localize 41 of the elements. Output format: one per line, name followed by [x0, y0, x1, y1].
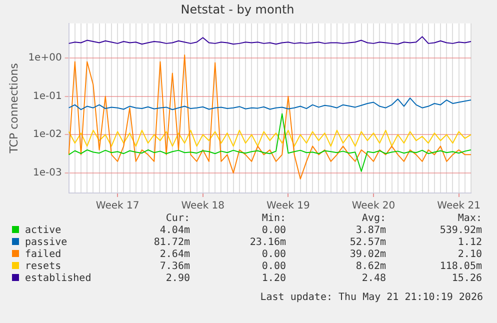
legend-label: passive — [24, 236, 68, 248]
text: 2.10 — [456, 248, 482, 260]
text: 7.36m — [158, 260, 190, 272]
legend-label: active — [24, 224, 62, 236]
text: 81.72m — [152, 236, 190, 248]
text: Cur: — [164, 212, 190, 224]
text: 2.64m — [158, 248, 190, 260]
text: 8.62m — [354, 260, 386, 272]
x-tick-label: Week 20 — [352, 200, 396, 212]
text: 3.87m — [354, 224, 386, 236]
text: 0.00 — [260, 248, 286, 260]
text: 39.02m — [348, 248, 386, 260]
text: Last update: Thu May 21 21:10:19 2026 — [260, 292, 483, 303]
legend-label: resets — [24, 260, 62, 272]
x-tick-label: Week 17 — [96, 200, 140, 212]
chart-title: Netstat - by month — [180, 2, 294, 16]
text: 0.00 — [260, 260, 286, 272]
y-tick-label: 1e-01 — [32, 90, 62, 102]
text: Min: — [260, 212, 286, 224]
text: 1.20 — [260, 272, 286, 284]
y-axis-title: TCP connections — [7, 62, 20, 154]
text: 23.16m — [248, 236, 286, 248]
x-tick-label: Week 18 — [181, 200, 225, 212]
text: 118.05m — [438, 260, 482, 272]
text: 539.92m — [438, 224, 482, 236]
legend-label: established — [24, 272, 92, 284]
y-tick-label: 1e+00 — [28, 52, 62, 64]
y-tick-label: 1e-02 — [32, 129, 62, 140]
text: 1.12 — [456, 236, 482, 248]
text: Avg: — [360, 212, 386, 224]
text: 2.90 — [164, 272, 190, 284]
text: Max: — [456, 212, 482, 224]
y-tick-label: 1e-03 — [32, 168, 62, 179]
text: 0.00 — [260, 224, 286, 236]
text: 15.26 — [450, 272, 482, 284]
text: 4.04m — [158, 224, 190, 236]
x-tick-label: Week 19 — [266, 200, 310, 212]
text: 2.48 — [360, 272, 386, 284]
x-tick-label: Week 21 — [437, 200, 480, 212]
legend-label: failed — [24, 248, 62, 260]
text: 52.57m — [348, 236, 386, 248]
